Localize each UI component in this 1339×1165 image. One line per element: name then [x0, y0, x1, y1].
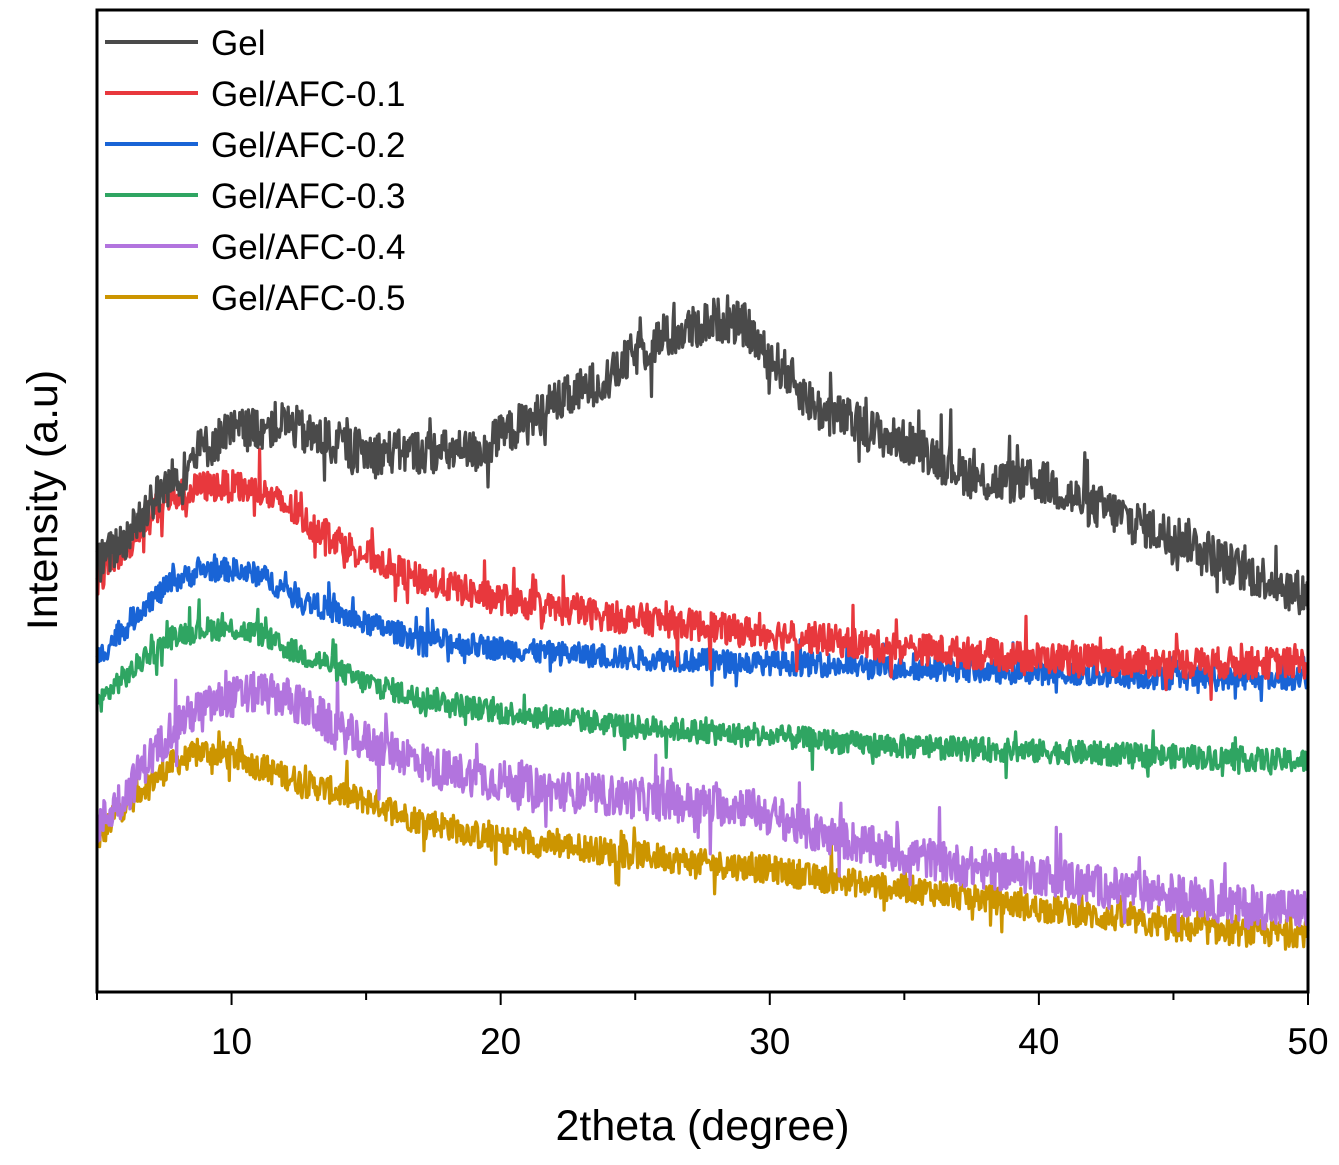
- x-tick-label: 10: [211, 1021, 252, 1062]
- y-axis-title: Intensity (a.u): [19, 370, 67, 631]
- legend-label: Gel/AFC-0.2: [211, 126, 406, 165]
- legend-label: Gel/AFC-0.5: [211, 279, 406, 318]
- plot-frame: [95, 8, 1310, 994]
- series-line-gel-afc-0-3: [95, 598, 1310, 780]
- x-tick-label: 20: [480, 1021, 521, 1062]
- legend-item: Gel: [105, 24, 265, 63]
- series-line-gel-afc-0-4: [95, 669, 1310, 933]
- series-line-gel-afc-0-1: [95, 447, 1310, 702]
- x-axis-title: 2theta (degree): [555, 1102, 849, 1150]
- legend: Gel Gel/AFC-0.1 Gel/AFC-0.2 Gel/AFC-0.3 Gel/…: [105, 24, 406, 318]
- legend-item: Gel/AFC-0.1: [105, 75, 406, 114]
- legend-item: Gel/AFC-0.4: [105, 228, 406, 267]
- legend-label: Gel/AFC-0.4: [211, 228, 406, 267]
- legend-label: Gel: [211, 24, 265, 63]
- x-tick-label: 50: [1287, 1021, 1328, 1062]
- series-layer: [95, 294, 1310, 951]
- legend-label: Gel/AFC-0.1: [211, 75, 406, 114]
- x-tick-label: 40: [1018, 1021, 1059, 1062]
- legend-label: Gel/AFC-0.3: [211, 177, 406, 216]
- legend-item: Gel/AFC-0.3: [105, 177, 406, 216]
- series-line-gel: [95, 294, 1310, 616]
- x-tick-label: 30: [749, 1021, 790, 1062]
- x-axis-ticks: 10 20 30 40 50: [96, 992, 1329, 1062]
- series-line-gel-afc-0-5: [96, 730, 1310, 951]
- legend-item: Gel/AFC-0.2: [105, 126, 406, 165]
- legend-item: Gel/AFC-0.5: [105, 279, 406, 318]
